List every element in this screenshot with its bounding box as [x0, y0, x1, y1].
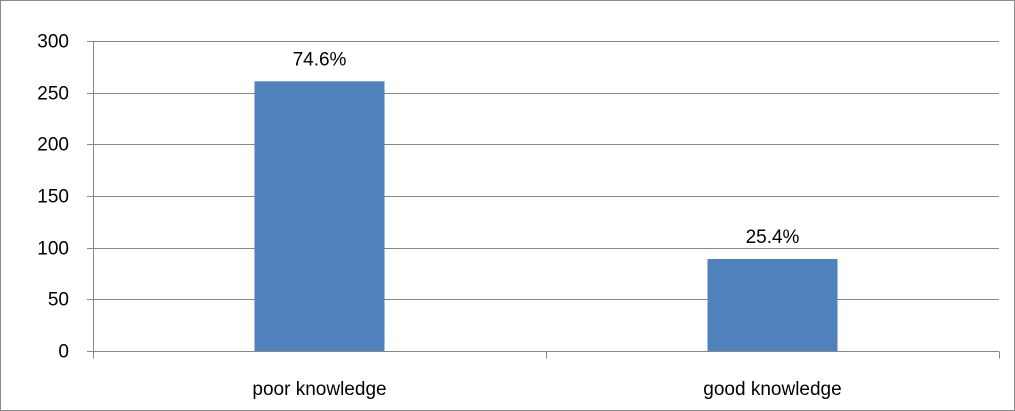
bar-good-knowledge — [707, 259, 838, 351]
bar-poor-knowledge — [254, 81, 385, 352]
x-tick-label-good-knowledge: good knowledge — [703, 379, 841, 400]
x-axis-tick-labels: poor knowledge good knowledge — [252, 379, 841, 400]
data-labels: 74.6% 25.4% — [293, 49, 800, 248]
y-tick-label: 300 — [37, 32, 69, 53]
data-label-poor-knowledge: 74.6% — [293, 49, 347, 70]
y-axis-tick-labels: 0 50 100 150 200 250 300 — [37, 32, 69, 363]
bars — [254, 81, 838, 352]
x-tick-label-poor-knowledge: poor knowledge — [252, 379, 386, 400]
y-tick-label: 150 — [37, 187, 69, 208]
y-tick-label: 100 — [37, 239, 69, 260]
y-tick-label: 50 — [48, 290, 69, 311]
gridlines — [93, 41, 999, 300]
y-tick-label: 0 — [58, 342, 69, 363]
data-label-good-knowledge: 25.4% — [746, 227, 800, 248]
y-tick-label: 250 — [37, 84, 69, 105]
y-tick-label: 200 — [37, 135, 69, 156]
axes — [87, 41, 1000, 359]
